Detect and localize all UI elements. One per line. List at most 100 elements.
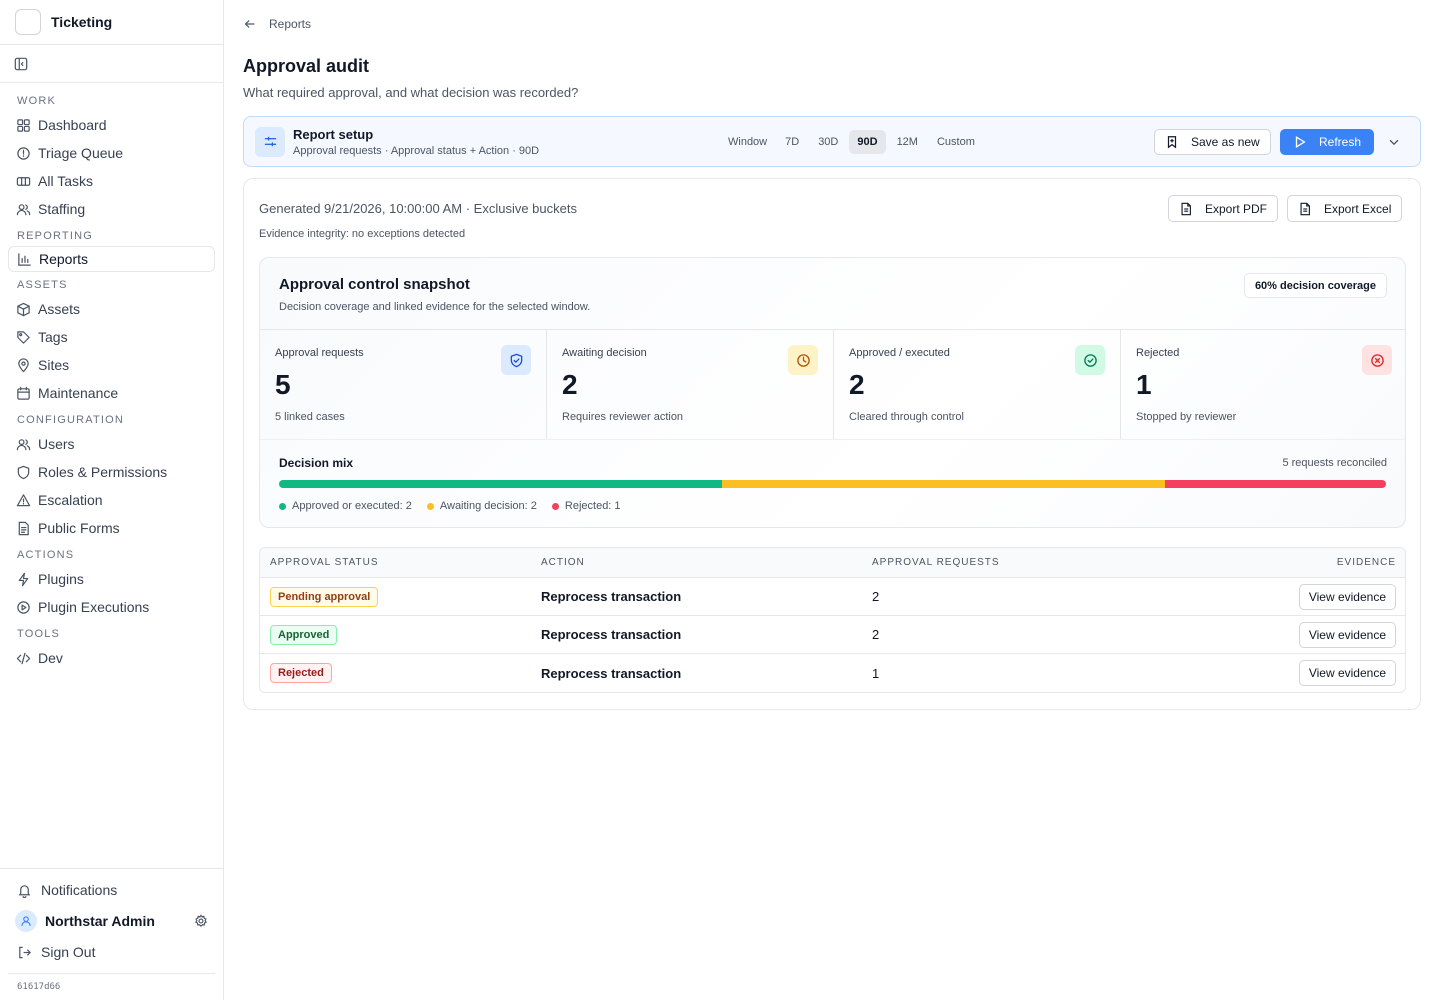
table-row: Rejected Reprocess transaction 1 View evide… [260, 654, 1405, 692]
window-option-30d[interactable]: 30D [818, 136, 839, 148]
decision-mix-legend: Approved or executed: 2 Awaiting decision… [279, 500, 636, 512]
sidebar: Ticketing WORK Dashboard Triage Queue All T… [0, 0, 224, 1000]
notifications-label: Notifications [41, 882, 118, 898]
decision-mix-bar [279, 480, 1386, 488]
legend-label: Rejected: 1 [564, 500, 621, 512]
avatar[interactable] [15, 910, 37, 932]
breadcrumb-reports-link[interactable]: Reports [269, 17, 312, 31]
app-name: Ticketing [51, 14, 113, 30]
action-cell: Reprocess transaction [541, 627, 682, 642]
window-option-90d[interactable]: 90D [849, 130, 886, 154]
status-badge: Approved [270, 624, 338, 645]
kpi-label: Approved / executed [849, 347, 950, 359]
users-icon [16, 437, 31, 452]
play-icon [1293, 135, 1307, 149]
sidebar-toggle-icon[interactable] [14, 57, 28, 71]
arrow-left-icon[interactable] [243, 17, 257, 31]
kpi-value: 2 [849, 369, 865, 400]
export-excel-button[interactable]: Export Excel [1287, 195, 1403, 222]
sidebar-item-assets[interactable]: Assets [0, 295, 223, 323]
view-evidence-button[interactable]: View evidence [1298, 583, 1396, 610]
sidebar-item-users[interactable]: Users [0, 430, 223, 458]
escalation-icon [16, 493, 31, 508]
kpi-label: Awaiting decision [562, 347, 647, 359]
view-evidence-button[interactable]: View evidence [1298, 621, 1396, 648]
bell-icon [17, 883, 32, 898]
gear-icon[interactable] [194, 914, 208, 928]
brand: Ticketing [0, 0, 223, 45]
sidebar-item-dashboard[interactable]: Dashboard [0, 111, 223, 139]
sidebar-item-maintenance[interactable]: Maintenance [0, 379, 223, 407]
legend-label: Approved or executed: 2 [292, 500, 412, 512]
refresh-button[interactable]: Refresh [1280, 129, 1375, 155]
sidebar-item-tags[interactable]: Tags [0, 323, 223, 351]
shield-check-icon [501, 345, 531, 375]
export-pdf-button[interactable]: Export PDF [1168, 195, 1279, 222]
sign-out-link[interactable]: Sign Out [0, 937, 223, 967]
bookmark-plus-icon [1165, 135, 1179, 149]
decision-mix-title: Decision mix [279, 456, 354, 470]
kpi-card-approved-executed: Approved / executed 2 Cleared through cont… [834, 330, 1121, 439]
page-title: Approval audit [243, 56, 370, 76]
header-approval-status[interactable]: APPROVAL STATUS [270, 557, 379, 568]
staffing-icon [16, 202, 31, 217]
section-label-assets: ASSETS [17, 279, 68, 291]
sidebar-item-escalation[interactable]: Escalation [0, 486, 223, 514]
sidebar-item-public-forms[interactable]: Public Forms [0, 514, 223, 542]
sidebar-item-label: Triage Queue [38, 145, 124, 161]
decision-mix-total: 5 requests reconciled [1282, 457, 1387, 469]
window-selector: Window 7D 30D 90D 12M Custom [722, 130, 986, 154]
report-card: Generated 9/21/2026, 10:00:00 AM · Exclu… [243, 178, 1421, 710]
window-option-12m[interactable]: 12M [896, 136, 918, 148]
status-badge: Pending approval [270, 586, 379, 607]
requests-cell: 2 [872, 589, 880, 604]
notifications-link[interactable]: Notifications [0, 875, 223, 905]
sidebar-item-label: Plugin Executions [38, 599, 150, 615]
file-spreadsheet-icon [1298, 202, 1312, 216]
window-label: Window [728, 136, 768, 148]
window-option-custom[interactable]: Custom [936, 136, 975, 148]
sign-out-label: Sign Out [41, 944, 96, 960]
legend-item: Awaiting decision: 2 [426, 500, 537, 512]
sidebar-item-label: Escalation [38, 492, 103, 508]
dashboard-icon [16, 118, 31, 133]
header-evidence: EVIDENCE [1336, 557, 1396, 568]
approval-snapshot-panel: Approval control snapshot Decision cover… [259, 257, 1406, 528]
view-evidence-button[interactable]: View evidence [1298, 660, 1396, 686]
sidebar-item-roles-and-permissions[interactable]: Roles & Permissions [0, 458, 223, 486]
header-action[interactable]: ACTION [541, 557, 585, 568]
sidebar-item-label: Dev [38, 650, 63, 666]
header-approval-requests[interactable]: APPROVAL REQUESTS [872, 557, 1000, 568]
sidebar-item-triage-queue[interactable]: Triage Queue [0, 139, 223, 167]
sidebar-item-label: Plugins [38, 571, 84, 587]
kpi-note: Requires reviewer action [562, 411, 684, 423]
assets-icon [16, 302, 31, 317]
sidebar-item-plugin-executions[interactable]: Plugin Executions [0, 593, 223, 621]
breadcrumb[interactable]: Reports [243, 17, 311, 31]
legend-dot [279, 502, 286, 510]
kpi-row: Approval requests 5 5 linked cases Awaiting… [260, 329, 1405, 440]
section-label-actions: ACTIONS [17, 549, 75, 561]
chevron-down-icon[interactable] [1387, 135, 1401, 149]
section-label-tools: TOOLS [17, 628, 61, 640]
sidebar-item-plugins[interactable]: Plugins [0, 565, 223, 593]
sidebar-item-dev[interactable]: Dev [0, 644, 223, 672]
sidebar-item-sites[interactable]: Sites [0, 351, 223, 379]
x-circle-icon [1362, 345, 1392, 375]
sidebar-item-staffing[interactable]: Staffing [0, 195, 223, 223]
maintenance-icon [16, 386, 31, 401]
sliders-icon [255, 126, 285, 157]
tags-icon [16, 330, 31, 345]
sites-icon [16, 357, 31, 373]
status-badge: Rejected [270, 663, 332, 683]
requests-cell: 2 [872, 627, 880, 642]
table-row: Pending approval Reprocess transaction 2 Vi… [260, 578, 1405, 616]
sidebar-item-label: Tags [38, 329, 68, 345]
save-as-new-label: Save as new [1191, 135, 1260, 149]
legend-dot [426, 502, 434, 510]
sidebar-item-reports[interactable]: Reports [8, 246, 215, 272]
sidebar-item-all-tasks[interactable]: All Tasks [0, 167, 223, 195]
save-as-new-button[interactable]: Save as new [1154, 129, 1271, 155]
kpi-note: Stopped by reviewer [1136, 411, 1237, 423]
window-option-7d[interactable]: 7D [785, 136, 800, 148]
